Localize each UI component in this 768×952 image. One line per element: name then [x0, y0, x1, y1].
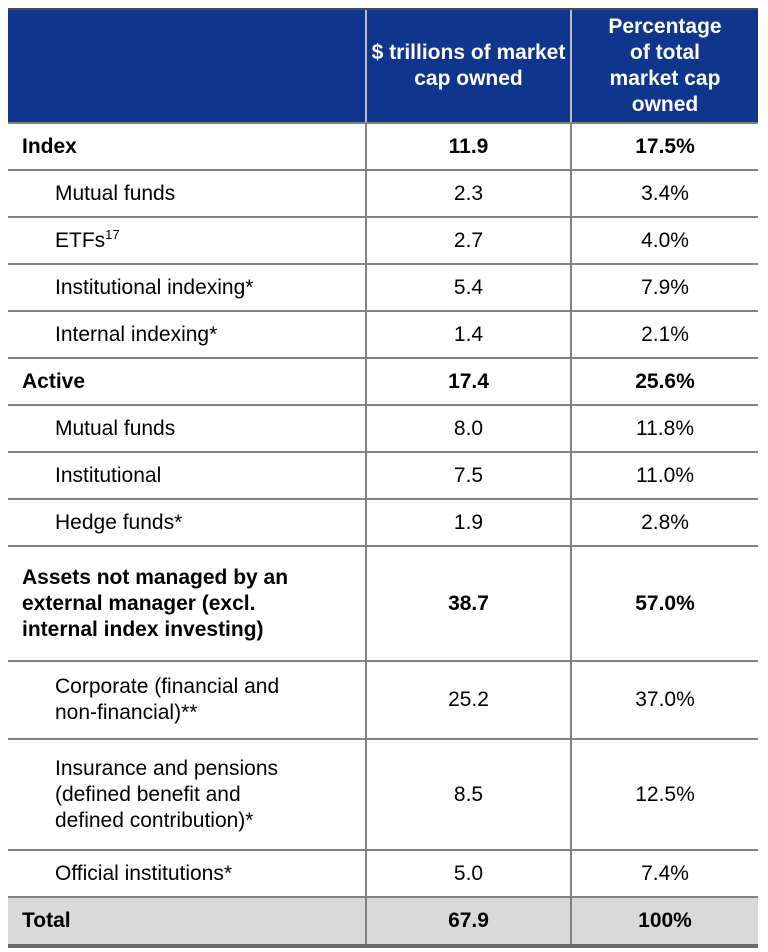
row-value-trillions: 11.9	[365, 124, 570, 169]
row-label: Internal indexing*	[55, 322, 218, 346]
row-label: Mutual funds	[55, 416, 176, 440]
row-label: Institutional	[55, 463, 162, 487]
table-row-institutional-indexing: Institutional indexing* 5.4 7.9%	[8, 265, 758, 312]
table-row-official-institutions: Official institutions* 5.0 7.4%	[8, 851, 758, 898]
row-value-percent: 37.0%	[570, 662, 758, 738]
row-value-trillions: 1.4	[365, 312, 570, 357]
row-value-trillions: 8.0	[365, 406, 570, 451]
row-label: Active	[22, 369, 86, 393]
table-row-index-mutual-funds: Mutual funds 2.3 3.4%	[8, 171, 758, 218]
footnote-superscript: 17	[105, 226, 120, 242]
header-cell-percentage: Percentage of total market cap owned	[570, 10, 758, 122]
row-label: Total	[22, 909, 71, 932]
row-value-trillions: 5.0	[365, 851, 570, 896]
table-row-hedge-funds: Hedge funds* 1.9 2.8%	[8, 500, 758, 547]
table-row-index: Index 11.9 17.5%	[8, 124, 758, 171]
row-value-percent: 100%	[570, 898, 758, 944]
table-row-assets-not-managed: Assets not managed by an external manage…	[8, 547, 758, 662]
row-label: Institutional indexing*	[55, 275, 254, 299]
row-value-percent: 25.6%	[570, 359, 758, 404]
table-row-active: Active 17.4 25.6%	[8, 359, 758, 406]
row-label: Insurance and pensions (defined benefit …	[55, 756, 278, 832]
row-value-trillions: 1.9	[365, 500, 570, 545]
table-header-row: $ trillions of market cap owned Percenta…	[8, 8, 758, 124]
header-cell-trillions: $ trillions of market cap owned	[365, 10, 570, 122]
ownership-table: $ trillions of market cap owned Percenta…	[8, 8, 758, 948]
row-label: ETFs17	[55, 226, 120, 252]
row-value-trillions: 17.4	[365, 359, 570, 404]
row-value-percent: 17.5%	[570, 124, 758, 169]
row-value-percent: 12.5%	[570, 740, 758, 849]
row-value-percent: 7.4%	[570, 851, 758, 896]
row-value-percent: 3.4%	[570, 171, 758, 216]
table-row-etfs: ETFs17 2.7 4.0%	[8, 218, 758, 265]
row-label: Hedge funds*	[55, 510, 183, 534]
row-value-percent: 57.0%	[570, 547, 758, 660]
row-value-percent: 11.8%	[570, 406, 758, 451]
row-value-percent: 2.8%	[570, 500, 758, 545]
table-row-institutional: Institutional 7.5 11.0%	[8, 453, 758, 500]
table-row-insurance-pensions: Insurance and pensions (defined benefit …	[8, 740, 758, 851]
row-label: Official institutions*	[55, 861, 233, 885]
row-value-percent: 7.9%	[570, 265, 758, 310]
row-value-percent: 2.1%	[570, 312, 758, 357]
row-value-trillions: 38.7	[365, 547, 570, 660]
row-label: Assets not managed by an external manage…	[22, 565, 289, 641]
row-label: Index	[22, 134, 77, 158]
row-value-percent: 4.0%	[570, 218, 758, 263]
header-trillions-label: $ trillions of market cap owned	[371, 41, 566, 90]
header-percentage-label: Percentage of total market cap owned	[608, 15, 722, 116]
row-value-trillions: 7.5	[365, 453, 570, 498]
row-value-trillions: 25.2	[365, 662, 570, 738]
row-value-trillions: 2.7	[365, 218, 570, 263]
row-value-trillions: 8.5	[365, 740, 570, 849]
row-value-trillions: 5.4	[365, 265, 570, 310]
row-label: Mutual funds	[55, 181, 176, 205]
table-row-corporate: Corporate (financial and non-financial)*…	[8, 662, 758, 740]
row-value-percent: 11.0%	[570, 453, 758, 498]
table-row-active-mutual-funds: Mutual funds 8.0 11.8%	[8, 406, 758, 453]
row-value-trillions: 2.3	[365, 171, 570, 216]
row-value-trillions: 67.9	[365, 898, 570, 944]
row-label: Corporate (financial and non-financial)*…	[55, 675, 280, 724]
header-cell-blank	[8, 10, 365, 122]
table-row-internal-indexing: Internal indexing* 1.4 2.1%	[8, 312, 758, 359]
table-row-total: Total 67.9 100%	[8, 898, 758, 948]
